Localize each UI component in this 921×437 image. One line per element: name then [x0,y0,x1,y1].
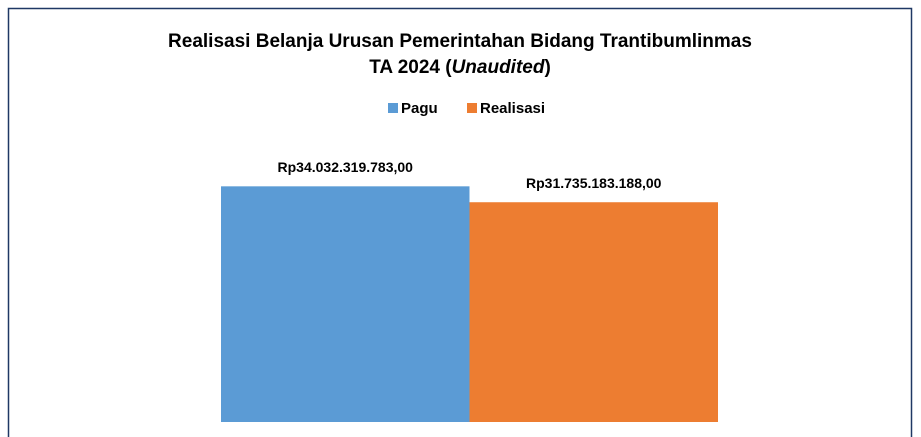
legend-swatch [388,103,398,113]
legend-swatch [467,103,477,113]
legend-label: Pagu [401,100,438,117]
subtitle-part: TA 2024 ( [369,57,452,78]
subtitle-part: ) [544,57,550,78]
data-label: Rp34.032.319.783,00 [278,159,414,175]
subtitle-part: Unaudited [452,57,545,78]
chart-subtitle: TA 2024 (Unaudited) [369,57,551,78]
chart-title: Realisasi Belanja Urusan Pemerintahan Bi… [168,31,752,52]
bar [221,186,470,422]
bar [469,202,718,422]
data-label: Rp31.735.183.188,00 [526,175,662,191]
legend-label: Realisasi [480,100,545,117]
